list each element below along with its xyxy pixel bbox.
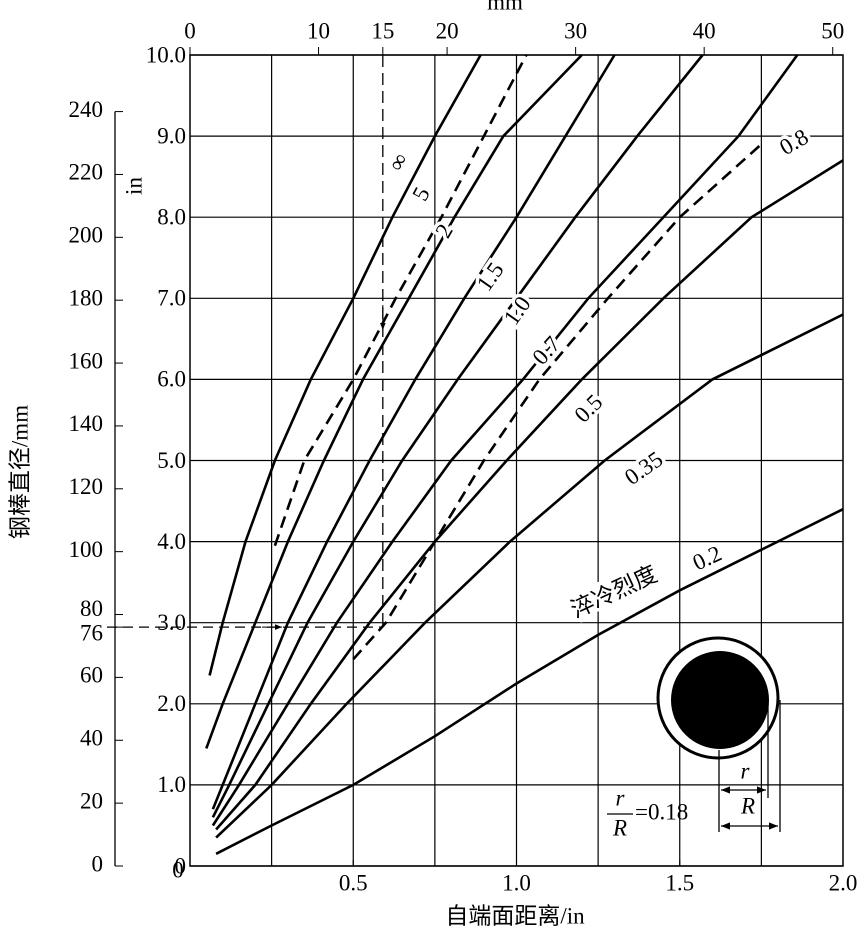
y-tick-label: 3.0 — [157, 610, 186, 635]
y-tick-label: 5.0 — [157, 448, 186, 473]
curve — [215, 159, 844, 831]
y-tick-label: 2.0 — [157, 691, 186, 716]
x2-tick-label: 15 — [371, 18, 394, 43]
x2-tick-label: 50 — [821, 18, 844, 43]
y2-tick-label: 40 — [80, 726, 103, 751]
curve-label: 0.7 — [527, 331, 565, 369]
y-tick-label: 7.0 — [157, 286, 186, 311]
curve — [211, 54, 704, 818]
curve-label: 0.5 — [569, 389, 607, 427]
y-tick-label: 9.0 — [157, 123, 186, 148]
curve — [352, 143, 763, 661]
y2-tick-label: 200 — [69, 223, 104, 248]
curve — [211, 54, 799, 827]
curve — [205, 54, 583, 749]
y-tick-label: 0 — [175, 853, 187, 878]
y2-tick-label: 76 — [80, 620, 103, 645]
y2-tick-label: 100 — [69, 537, 104, 562]
y-tick-label: 10.0 — [146, 42, 186, 67]
R-label: R — [740, 793, 755, 818]
y-tick-label: 4.0 — [157, 529, 186, 554]
x-axis-label: 自端面距离/in — [445, 903, 585, 928]
y2-tick-label: 160 — [69, 348, 104, 373]
y2-axis-label: 钢棒直径/mm — [7, 405, 32, 539]
x-tick-label: 0.5 — [339, 870, 368, 895]
y2-tick-label: 80 — [80, 596, 103, 621]
curve — [215, 313, 844, 839]
curve-label: 1.5 — [472, 258, 509, 296]
ratio-denominator: R — [612, 815, 627, 840]
curve — [211, 54, 616, 810]
curve-label: 1.0 — [499, 292, 536, 330]
y2-tick-label: 220 — [69, 160, 104, 185]
y-axis-label: in — [121, 177, 146, 195]
y-tick-label: 8.0 — [157, 204, 186, 229]
curve — [273, 54, 528, 547]
x2-axis-label: mm — [487, 0, 523, 14]
y2-tick-label: 0 — [92, 851, 104, 876]
y2-tick-label: 20 — [80, 788, 103, 813]
y-tick-label: 1.0 — [157, 772, 186, 797]
x2-tick-label: 10 — [307, 18, 330, 43]
ratio-value: =0.18 — [635, 799, 688, 824]
curve — [208, 54, 482, 676]
curve-label: ∞ — [383, 149, 413, 176]
x2-tick-label: 20 — [436, 18, 459, 43]
inset-diagram: r R r R =0.18 — [607, 636, 781, 840]
curve-label: 0.8 — [775, 124, 812, 160]
curve — [215, 508, 844, 855]
curve-label: 0.35 — [620, 446, 667, 490]
y2-tick-label: 180 — [69, 285, 104, 310]
ratio-numerator: r — [616, 785, 626, 810]
curve-label: 5 — [407, 183, 434, 205]
y-tick-label: 6.0 — [157, 367, 186, 392]
y2-tick-label: 60 — [80, 663, 103, 688]
x-origin-label: 0 — [172, 857, 184, 882]
y2-tick-label: 240 — [69, 97, 104, 122]
y2-tick-label: 140 — [69, 411, 104, 436]
x-tick-label: 2.0 — [829, 870, 858, 895]
x-tick-label: 1.0 — [502, 870, 531, 895]
y2-tick-label: 120 — [69, 474, 104, 499]
x2-tick-label: 0 — [184, 18, 196, 43]
x-tick-label: 1.5 — [665, 870, 694, 895]
annotation: 淬冷烈度 — [567, 561, 661, 623]
x2-tick-label: 40 — [693, 18, 716, 43]
r-label: r — [741, 758, 751, 783]
inner-circle — [671, 651, 769, 749]
x2-tick-label: 30 — [564, 18, 587, 43]
